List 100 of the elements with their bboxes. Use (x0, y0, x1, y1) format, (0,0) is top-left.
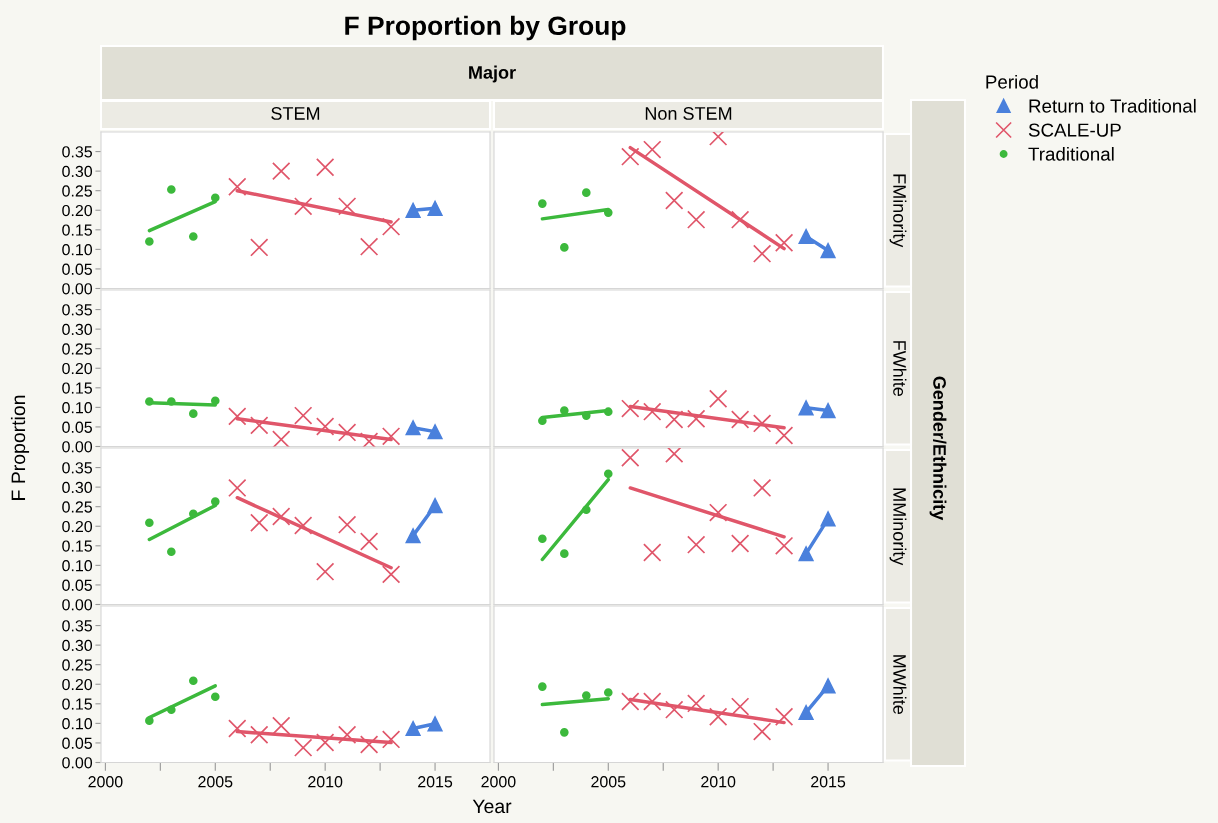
legend-label: SCALE-UP (1028, 123, 1121, 137)
point (643, 140, 662, 159)
point (359, 432, 379, 447)
point (316, 562, 335, 581)
y-tick-label: 0.10 (62, 244, 93, 256)
y-tick-label: 0.20 (62, 678, 93, 691)
y-tick-label: 0.15 (62, 540, 92, 552)
y-tick-label: 0.25 (62, 343, 92, 355)
y-tick-label: 0.00 (62, 599, 93, 611)
point (294, 516, 313, 535)
point (603, 407, 613, 416)
point (272, 430, 291, 447)
point (210, 193, 220, 203)
point (250, 238, 269, 257)
point (427, 716, 443, 732)
point (167, 705, 176, 714)
point (730, 410, 750, 429)
point (188, 676, 198, 686)
y-tick-label: 0.00 (62, 283, 93, 295)
point (560, 406, 569, 415)
point (316, 733, 335, 752)
point (665, 410, 684, 429)
point (145, 716, 154, 725)
point (538, 416, 547, 425)
x-tick-label: 2005 (198, 776, 233, 788)
y-tick-label: 0.20 (62, 520, 93, 533)
x-tick-label: 2005 (591, 776, 626, 788)
point (798, 400, 814, 416)
point (820, 678, 836, 694)
point (188, 232, 198, 241)
point (603, 469, 613, 479)
point (581, 188, 591, 197)
point (316, 417, 335, 436)
y-tick-label: 0.25 (62, 185, 92, 197)
x-tick-label: 2010 (308, 776, 343, 788)
x-tick-label: 2000 (481, 776, 516, 788)
y-tick-label: 0.05 (62, 421, 92, 433)
point (687, 409, 706, 428)
point (294, 197, 313, 216)
y-tick-label: 0.35 (62, 620, 92, 632)
point (560, 243, 569, 252)
y-tick-label: 0.20 (62, 204, 93, 217)
point (581, 411, 591, 420)
point (381, 730, 401, 749)
point (560, 728, 569, 737)
x-tick-label: 2000 (88, 776, 123, 788)
y-tick-label: 0.35 (62, 146, 92, 158)
point (210, 396, 220, 406)
point (643, 402, 662, 421)
point (752, 478, 772, 498)
point (752, 722, 772, 741)
y2-axis-title: FWhite (893, 341, 907, 397)
y2-axis-title: MWhite (893, 655, 907, 715)
point (405, 720, 421, 737)
point (643, 543, 662, 562)
point (294, 738, 313, 757)
point (730, 697, 750, 716)
point (381, 217, 401, 236)
point (272, 507, 291, 526)
x-tick-label: 2010 (701, 776, 736, 788)
point (405, 528, 421, 544)
point (730, 210, 750, 229)
point (687, 694, 706, 713)
y-tick-label: 0.30 (62, 165, 93, 178)
point (381, 565, 401, 584)
y-tick-label: 0.25 (62, 659, 92, 671)
point (538, 682, 547, 691)
point (228, 719, 247, 738)
y-tick-label: 0.10 (62, 402, 93, 414)
point (538, 534, 547, 544)
point (709, 389, 728, 408)
y-tick-label: 0.10 (62, 718, 93, 730)
y-tick-label: 0.25 (62, 501, 92, 513)
point (752, 414, 772, 433)
point (188, 409, 198, 418)
point (381, 427, 401, 446)
x-axis-title: Year (472, 799, 512, 814)
point (188, 509, 198, 519)
point (665, 700, 684, 719)
point (145, 397, 154, 406)
point (145, 518, 154, 528)
y-tick-label: 0.30 (62, 323, 93, 336)
point (621, 147, 640, 166)
y-tick-label: 0.20 (62, 362, 93, 375)
point (621, 399, 640, 418)
point (665, 448, 684, 464)
point (337, 423, 357, 442)
point (210, 692, 220, 702)
point (774, 707, 794, 726)
y-tick-label: 0.15 (62, 698, 92, 710)
y-tick-label: 0.30 (62, 639, 93, 652)
point (581, 505, 591, 515)
y2-axis-title: MMinority (889, 488, 907, 566)
chart-title: F Proportion by Group (345, 15, 626, 41)
legend-title: Period (986, 74, 1038, 89)
point (603, 688, 613, 697)
point (359, 532, 379, 551)
point (798, 704, 814, 721)
point (405, 420, 421, 436)
point (643, 692, 662, 711)
